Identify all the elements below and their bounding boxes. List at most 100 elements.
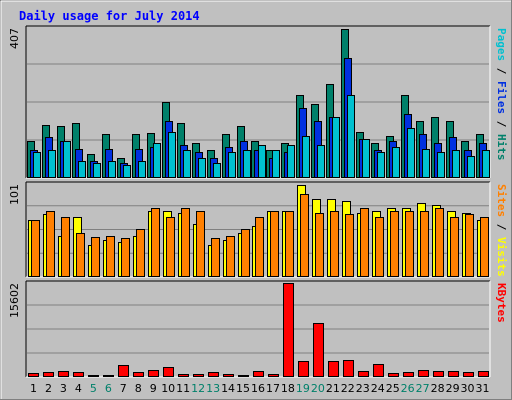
bar-sites-day-28 [435, 208, 444, 277]
bar-kbytes-day-19 [298, 361, 309, 377]
legend-entry: Visits [495, 237, 508, 277]
bar-kbytes-day-7 [118, 365, 129, 377]
bar-sites-day-24 [375, 217, 384, 277]
bar-pages-day-13 [213, 163, 221, 178]
bar-sites-day-4 [76, 233, 85, 277]
bar-kbytes-day-11 [178, 374, 189, 377]
bar-pages-day-24 [377, 152, 385, 178]
bar-pages-day-6 [108, 161, 116, 178]
x-tick-label: 27 [416, 382, 430, 395]
legend-visits: Sites / Visits [495, 184, 508, 277]
bar-sites-day-7 [121, 238, 130, 277]
legend-entry: / [495, 61, 508, 81]
bar-sites-day-8 [136, 229, 145, 277]
x-tick-label: 11 [176, 382, 190, 395]
bar-kbytes-day-28 [433, 371, 444, 377]
bar-sites-day-10 [166, 217, 175, 277]
legend-hits: Pages / Files / Hits [495, 28, 508, 161]
bar-kbytes-day-8 [133, 372, 144, 377]
legend-entry: Hits [495, 134, 508, 161]
bar-kbytes-day-29 [448, 371, 459, 377]
bar-pages-day-8 [138, 161, 146, 178]
bar-pages-day-25 [392, 147, 400, 178]
x-tick-label: 8 [135, 382, 142, 395]
bar-sites-day-18 [285, 211, 294, 277]
bar-pages-day-21 [332, 117, 340, 178]
x-tick-label: 18 [281, 382, 295, 395]
bar-sites-day-27 [420, 211, 429, 277]
bar-kbytes-day-17 [268, 374, 279, 377]
bar-kbytes-day-22 [343, 360, 354, 377]
bar-pages-day-11 [183, 150, 191, 178]
bar-sites-day-9 [151, 208, 160, 277]
x-tick-label: 22 [341, 382, 355, 395]
x-tick-label: 28 [431, 382, 445, 395]
bar-sites-day-17 [270, 211, 279, 277]
y-axis-max-label: 101 [8, 184, 21, 205]
x-tick-label: 10 [161, 382, 175, 395]
bar-pages-day-4 [78, 161, 86, 178]
panel-visits: 101 Sites / Visits [8, 181, 508, 278]
x-tick-label: 31 [476, 382, 490, 395]
x-tick-label: 17 [266, 382, 280, 395]
x-tick-label: 15 [236, 382, 250, 395]
bar-pages-day-20 [317, 145, 325, 178]
bar-kbytes-day-21 [328, 361, 339, 377]
x-tick-label: 3 [60, 382, 67, 395]
bar-pages-day-22 [347, 95, 355, 178]
bar-kbytes-day-10 [163, 367, 174, 377]
bar-sites-day-26 [405, 211, 414, 277]
bar-kbytes-day-5 [88, 375, 99, 377]
x-axis-day-labels: 1 2 3 4 5 6 7 8 9 10 11 12 13 14 15 16 17 18 19 20 21 22 23 24 2… [30, 382, 490, 395]
bar-sites-day-12 [196, 211, 205, 277]
bar-kbytes-day-27 [418, 370, 429, 377]
legend-entry: / [495, 217, 508, 237]
x-tick-label: 23 [356, 382, 370, 395]
bar-pages-day-29 [452, 150, 460, 178]
bar-kbytes-day-16 [253, 371, 264, 377]
bar-kbytes-day-18 [283, 283, 294, 377]
bar-sites-day-5 [91, 237, 100, 277]
bar-kbytes-day-14 [223, 374, 234, 377]
bar-kbytes-day-31 [478, 371, 489, 377]
x-tick-label: 21 [326, 382, 340, 395]
x-tick-label: 9 [150, 382, 157, 395]
x-tick-label: 7 [120, 382, 127, 395]
legend-entry: KBytes [495, 283, 508, 323]
x-tick-label: 20 [311, 382, 325, 395]
bar-pages-day-2 [48, 150, 56, 178]
y-axis-max-label: 407 [8, 28, 21, 49]
bar-kbytes-day-4 [73, 372, 84, 377]
bar-kbytes-day-1 [28, 373, 39, 377]
bar-kbytes-day-2 [43, 372, 54, 377]
bar-pages-day-23 [362, 139, 370, 178]
legend-entry: / [495, 114, 508, 134]
x-tick-label: 5 [90, 382, 97, 395]
bar-sites-day-30 [465, 214, 474, 277]
bar-sites-day-23 [360, 208, 369, 277]
panel-hits: 407 Pages / Files / Hits [8, 25, 508, 179]
bar-pages-day-18 [287, 145, 295, 178]
bar-pages-day-30 [467, 156, 475, 178]
bar-kbytes-day-26 [403, 372, 414, 377]
legend-entry: Files [495, 81, 508, 114]
legend-entry: Sites [495, 184, 508, 217]
bar-sites-day-29 [450, 217, 459, 277]
x-tick-label: 26 [401, 382, 415, 395]
x-tick-label: 2 [45, 382, 52, 395]
x-tick-label: 6 [105, 382, 112, 395]
bar-sites-day-16 [255, 217, 264, 277]
bar-kbytes-day-15 [238, 375, 249, 377]
bar-pages-day-26 [407, 128, 415, 178]
bar-pages-day-15 [243, 150, 251, 178]
bar-sites-day-2 [46, 211, 55, 277]
bar-sites-day-3 [61, 217, 70, 277]
bar-sites-day-20 [315, 213, 324, 277]
bar-kbytes-day-23 [358, 371, 369, 377]
bar-kbytes-day-9 [148, 370, 159, 377]
panel-kbytes: 15602 KBytes [8, 280, 508, 378]
bar-kbytes-day-12 [193, 374, 204, 377]
bar-sites-day-19 [300, 194, 309, 277]
x-tick-label: 12 [191, 382, 205, 395]
